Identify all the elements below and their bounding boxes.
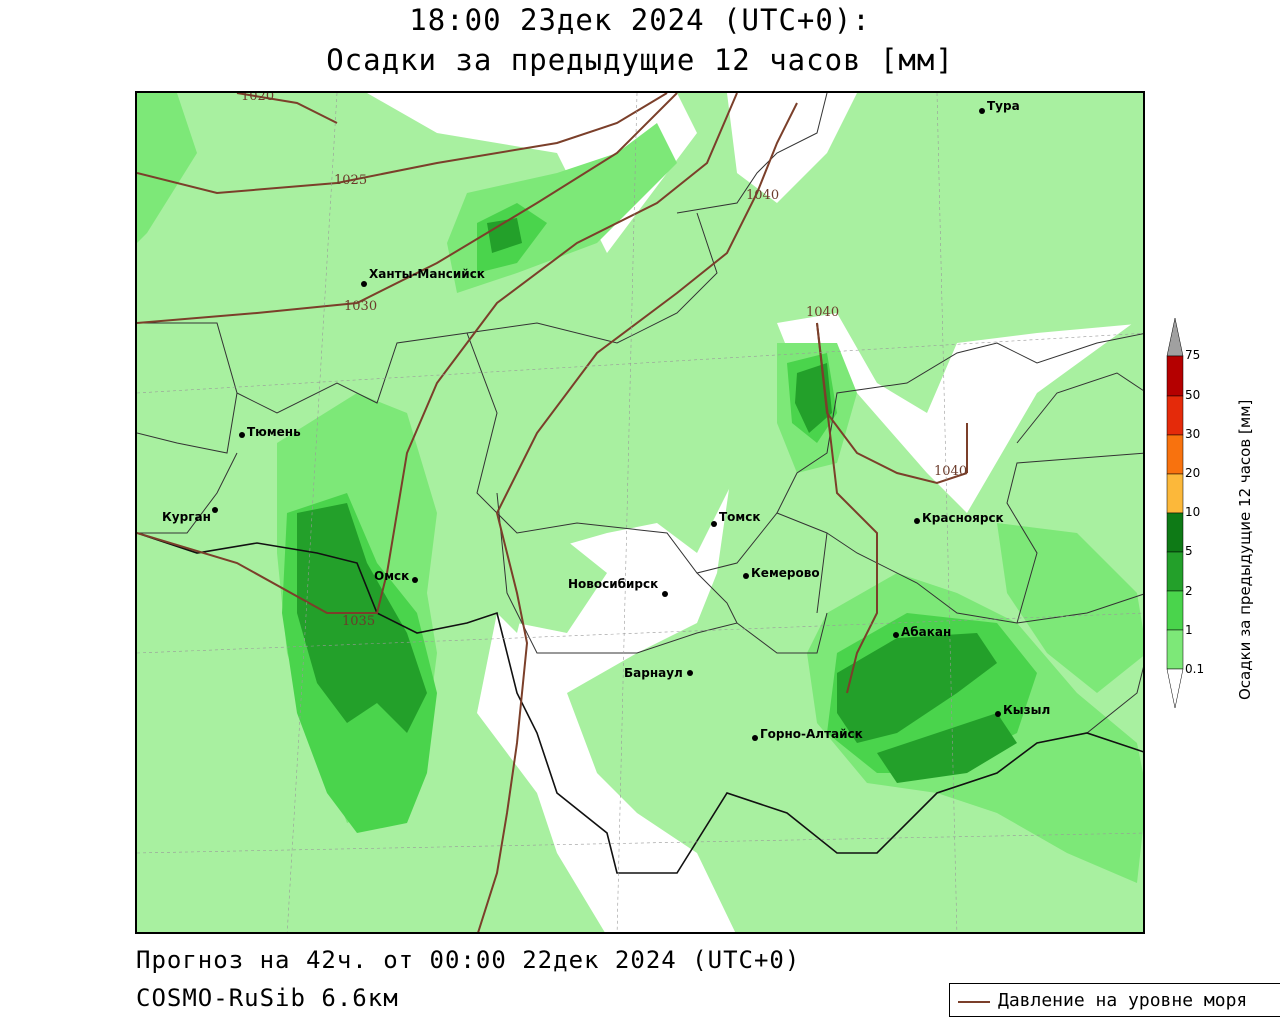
region-borders (137, 93, 1143, 794)
city-label-abakan: Абакан (901, 625, 952, 639)
city-label-kemerovo: Кемерово (751, 566, 820, 580)
city-dot (914, 518, 920, 524)
isobars (137, 93, 968, 932)
city-label-krasnoyarsk: Красноярск (922, 511, 1004, 525)
map-title-time: 18:00 23дек 2024 (UTC+0): (409, 3, 871, 37)
city-label-kurgan: Курган (162, 510, 211, 524)
isobar-legend-label: Давление на уровне моря (998, 990, 1248, 1011)
colorbar-tick: 75 (1185, 348, 1201, 362)
graticule (137, 93, 1143, 932)
map-canvas (137, 93, 1143, 932)
city-label-barnaul: Барнаул (624, 666, 683, 680)
precipitation-map: Тура Ханты-Мансийск Тюмень Курган Омск Н… (135, 91, 1145, 934)
isobar-label: 1040 (746, 188, 780, 203)
city-dot (212, 507, 218, 513)
city-label-kyzyl: Кызыл (1003, 703, 1051, 717)
city-dot (412, 577, 418, 583)
city-dot (711, 521, 717, 527)
city-label-novosibirsk: Новосибирск (568, 577, 659, 591)
city-label-tomsk: Томск (719, 510, 761, 524)
city-label-tura: Тура (987, 99, 1020, 113)
colorbar-tick: 30 (1185, 427, 1201, 441)
isobar-label: 1025 (334, 173, 368, 188)
isobar-legend: Давление на уровне моря (949, 983, 1280, 1017)
city-dot (239, 432, 245, 438)
city-label-gorno-altaysk: Горно-Алтайск (760, 727, 863, 741)
city-dot (361, 281, 367, 287)
isobar-label: 1040 (806, 305, 840, 320)
colorbar-tick: 10 (1185, 505, 1201, 519)
forecast-info: Прогноз на 42ч. от 00:00 22дек 2024 (UTC… (136, 946, 801, 974)
isobar-label: 1020 (241, 91, 275, 104)
colorbar-tick: 2 (1185, 584, 1193, 598)
city-label-tyumen: Тюмень (247, 425, 301, 439)
city-dot (979, 108, 985, 114)
colorbar-tick: 50 (1185, 388, 1201, 402)
colorbar-tick: 5 (1185, 544, 1193, 558)
city-dot (995, 711, 1001, 717)
model-name: COSMO-RuSib 6.6км (136, 984, 399, 1012)
isobar-legend-line (958, 1001, 990, 1003)
isobar-label: 1035 (342, 614, 376, 629)
precip-layer-intense (297, 218, 1017, 783)
city-dot (743, 573, 749, 579)
isobar-label: 1030 (344, 299, 378, 314)
colorbar-title: Осадки за предыдущие 12 часов [мм] (1236, 399, 1254, 700)
city-dot (687, 670, 693, 676)
city-dot (662, 591, 668, 597)
city-dot (893, 632, 899, 638)
colorbar-tick: 0.1 (1185, 662, 1205, 676)
city-dot (752, 735, 758, 741)
colorbar-tick: 1 (1185, 623, 1193, 637)
country-border (137, 532, 1143, 874)
precipitation-colorbar (1166, 318, 1184, 709)
colorbar-tick: 20 (1185, 466, 1201, 480)
city-label-khanty-mansiysk: Ханты-Мансийск (369, 267, 485, 281)
city-label-omsk: Омск (374, 569, 410, 583)
isobar-label: 1040 (934, 464, 968, 479)
map-title-variable: Осадки за предыдущие 12 часов [мм] (326, 43, 954, 77)
